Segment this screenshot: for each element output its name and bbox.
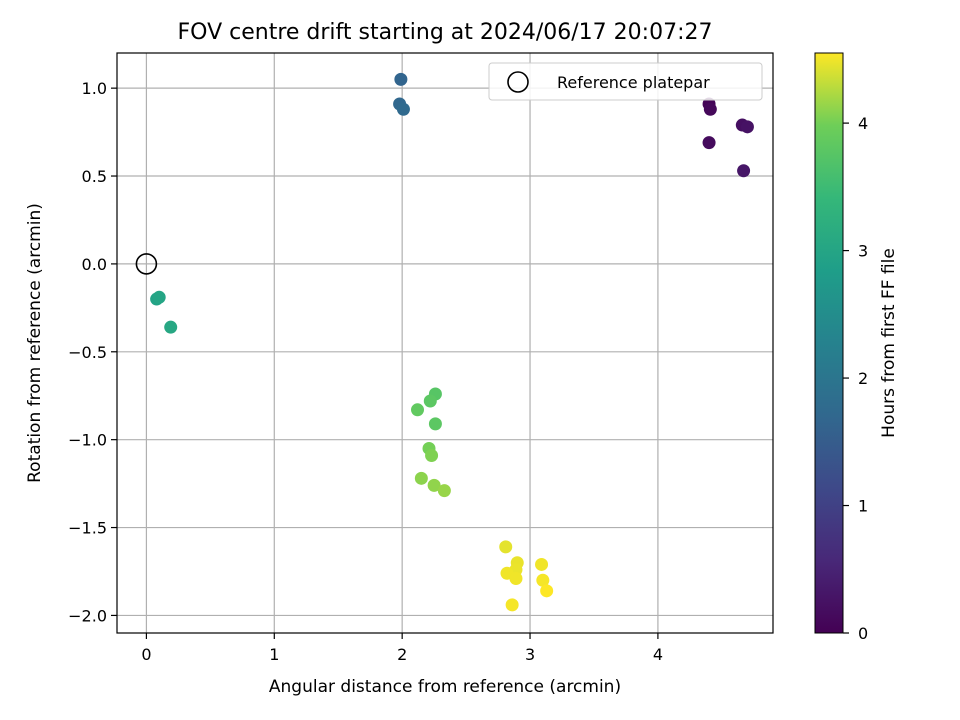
data-point <box>414 471 428 485</box>
data-point <box>737 164 751 178</box>
data-point <box>425 448 439 462</box>
grid <box>117 53 773 633</box>
y-axis-label: Rotation from reference (arcmin) <box>25 203 45 483</box>
x-tick-label: 2 <box>397 645 407 664</box>
x-axis-ticks: 0 1 2 3 4 <box>141 633 663 664</box>
x-tick-label: 4 <box>653 645 663 664</box>
data-point <box>428 417 442 431</box>
chart-title: FOV centre drift starting at 2024/06/17 … <box>178 20 713 45</box>
y-tick-label: −1.5 <box>68 519 107 538</box>
x-tick-label: 1 <box>269 645 279 664</box>
data-point <box>740 120 754 134</box>
colorbar-tick-label: 4 <box>858 114 868 133</box>
colorbar-ticks: 0 1 2 3 4 <box>843 114 868 643</box>
data-point <box>394 72 408 86</box>
data-point <box>505 598 519 612</box>
x-tick-label: 0 <box>141 645 151 664</box>
data-point <box>540 584 554 598</box>
data-points <box>150 72 754 612</box>
y-tick-label: −0.5 <box>68 343 107 362</box>
y-tick-label: 0.0 <box>82 255 107 274</box>
y-tick-label: 1.0 <box>82 79 107 98</box>
data-point <box>499 540 513 554</box>
reference-marker <box>135 253 158 275</box>
colorbar <box>814 52 844 634</box>
colorbar-label: Hours from first FF file <box>879 248 899 438</box>
x-tick-label: 3 <box>525 645 535 664</box>
colorbar-tick-label: 1 <box>858 497 868 516</box>
data-point <box>427 478 441 492</box>
data-point <box>535 557 549 571</box>
legend: Reference platepar <box>488 62 763 101</box>
colorbar-tick-label: 2 <box>858 369 868 388</box>
plot-frame <box>116 52 774 634</box>
data-point <box>703 102 717 116</box>
data-point <box>437 484 451 498</box>
y-tick-label: 0.5 <box>82 167 107 186</box>
y-axis-ticks: 1.0 0.5 0.0 −0.5 −1.0 −1.5 −2.0 <box>68 79 117 625</box>
y-tick-label: −1.0 <box>68 431 107 450</box>
data-point <box>509 572 523 586</box>
legend-marker <box>507 71 529 93</box>
data-point <box>164 320 178 334</box>
y-tick-label: −2.0 <box>68 606 107 625</box>
legend-box <box>488 62 763 101</box>
data-point <box>702 136 716 150</box>
legend-entry-reference: Reference platepar <box>557 73 710 92</box>
data-point <box>396 102 410 116</box>
data-point <box>423 394 437 408</box>
data-point <box>411 403 425 417</box>
colorbar-tick-label: 0 <box>858 624 868 643</box>
colorbar-tick-label: 3 <box>858 242 868 261</box>
data-point <box>536 573 550 587</box>
data-point <box>152 290 166 304</box>
x-axis-label: Angular distance from reference (arcmin) <box>269 677 621 697</box>
